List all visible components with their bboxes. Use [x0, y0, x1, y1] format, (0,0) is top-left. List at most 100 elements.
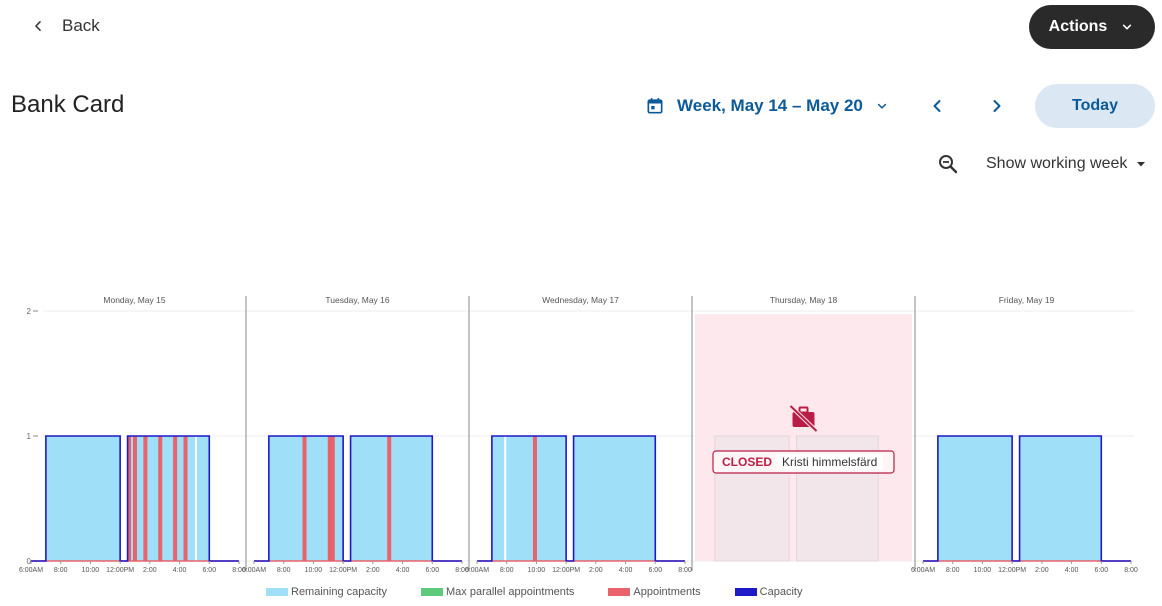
chevron-down-icon [1123, 24, 1132, 30]
x-tick-label: 6:00AM [465, 567, 489, 574]
legend-item-parallel: Max parallel appointments [421, 586, 574, 598]
x-tick-label: 8:00 [678, 567, 692, 574]
previous-week-button[interactable] [925, 94, 949, 118]
appointment-bar [133, 436, 137, 561]
legend-label: Capacity [759, 586, 803, 598]
day-panel: Tuesday, May 16 6:00AM 8:00 10:00 12:00PM 2:0… [242, 295, 469, 574]
chevron-left-icon [35, 21, 41, 31]
day-panel: Wednesday, May 17 6:00AM 8:00 10:00 12:00PM 2… [465, 295, 692, 574]
appointment-bar [183, 436, 188, 561]
appointment-bar [173, 436, 178, 561]
zoom-out-icon [939, 155, 958, 174]
x-tick-label: 6:00 [1094, 567, 1108, 574]
remaining-capacity-area [937, 436, 1013, 561]
legend-label: Remaining capacity [291, 586, 387, 598]
day-label: Friday, May 19 [999, 295, 1055, 305]
capacity-line [477, 435, 685, 562]
appointment-bar [327, 436, 332, 561]
legend-swatch [734, 588, 757, 596]
x-tick-label: 4:00 [619, 567, 633, 574]
legend-swatch [608, 588, 631, 596]
appointment-bar [532, 436, 537, 561]
closed-reason-bg [777, 454, 883, 470]
legend-swatch [266, 588, 288, 596]
remaining-capacity-area [573, 436, 656, 561]
zoom-out-button[interactable] [936, 152, 960, 176]
back-label: Back [62, 16, 100, 35]
x-tick-label: 2:00 [589, 567, 603, 574]
x-tick-label: 6:00 [648, 567, 662, 574]
day-label: Wednesday, May 17 [542, 295, 619, 305]
x-tick-label: 4:00 [1065, 567, 1079, 574]
appointment-bar [387, 436, 392, 561]
x-tick-label: 12:00PM [998, 567, 1026, 574]
x-tick-label: 12:00PM [329, 567, 357, 574]
legend-swatch [421, 588, 443, 596]
x-tick-label: 12:00PM [106, 567, 134, 574]
chevron-down-icon [877, 103, 886, 109]
x-tick-label: 8:00 [277, 567, 291, 574]
legend-item-appointments: Appointments [608, 586, 701, 598]
icon-part [798, 406, 809, 414]
day-label: Monday, May 15 [103, 295, 165, 305]
x-tick-label: 6:00AM [242, 567, 266, 574]
appointment-bar [158, 436, 163, 561]
calendar-icon [647, 98, 663, 114]
day-panel: Friday, May 19 6:00AM 8:00 10:00 12:00PM 2:00… [911, 295, 1138, 574]
remaining-capacity-area [491, 436, 567, 561]
week-label: Week, May 14 – May 20 [677, 96, 863, 115]
x-tick-label: 6:00 [202, 567, 216, 574]
actions-button[interactable]: Actions [1029, 5, 1155, 49]
appointment-bar [330, 436, 335, 561]
appointment-bar [302, 436, 307, 561]
next-week-button[interactable] [985, 94, 1009, 118]
chevron-right-icon [993, 100, 1001, 112]
x-tick-label: 10:00 [974, 567, 992, 574]
legend-label: Appointments [633, 586, 701, 598]
today-label: Today [1072, 97, 1118, 114]
capacity-line [254, 435, 462, 562]
x-tick-label: 10:00 [305, 567, 323, 574]
today-button[interactable]: Today [1035, 84, 1155, 128]
closed-reason: Kristi himmelsfärd [782, 455, 877, 469]
x-tick-label: 6:00AM [19, 567, 43, 574]
capacity-line [923, 435, 1131, 562]
caret-down-icon [1137, 162, 1146, 167]
remaining-capacity-area [45, 436, 121, 561]
x-tick-label: 8:00 [455, 567, 469, 574]
work-off-icon [789, 404, 818, 433]
x-tick-label: 2:00 [366, 567, 380, 574]
capacity-gap [504, 436, 507, 561]
x-tick-label: 8:00 [54, 567, 68, 574]
legend-label: Max parallel appointments [446, 586, 575, 598]
actions-label: Actions [1048, 18, 1108, 35]
x-tick-label: 2:00 [143, 567, 157, 574]
working-week-dropdown[interactable]: Show working week [986, 152, 1147, 176]
remaining-capacity-area [127, 436, 210, 561]
week-selector[interactable]: Week, May 14 – May 20 [645, 94, 891, 118]
chart-legend: Remaining capacity Max parallel appointm… [266, 585, 836, 599]
x-tick-label: 12:00PM [552, 567, 580, 574]
x-tick-label: 8:00 [500, 567, 514, 574]
x-tick-label: 6:00 [425, 567, 439, 574]
x-tick-label: 8:00 [232, 567, 246, 574]
legend-item-remaining: Remaining capacity [266, 586, 387, 598]
appointment-bar [143, 436, 148, 561]
x-tick-label: 10:00 [82, 567, 100, 574]
day-panel: Monday, May 15 6:00AM 8:00 10:00 12:00PM 2:00… [19, 295, 246, 574]
day-label: Tuesday, May 16 [325, 295, 390, 305]
capacity-gap [194, 436, 197, 561]
x-tick-label: 2:00 [1035, 567, 1049, 574]
page-title: Bank Card [11, 91, 125, 118]
x-tick-label: 8:00 [1124, 567, 1138, 574]
x-tick-label: 8:00 [946, 567, 960, 574]
back-button[interactable]: Back [28, 12, 100, 40]
y-tick-label: 1 [27, 432, 32, 441]
chevron-left-icon [933, 100, 941, 112]
working-week-label: Show working week [986, 155, 1128, 172]
day-label: Thursday, May 18 [770, 295, 838, 305]
appointment-bar [127, 436, 132, 561]
y-tick-label: 0 [27, 557, 32, 566]
